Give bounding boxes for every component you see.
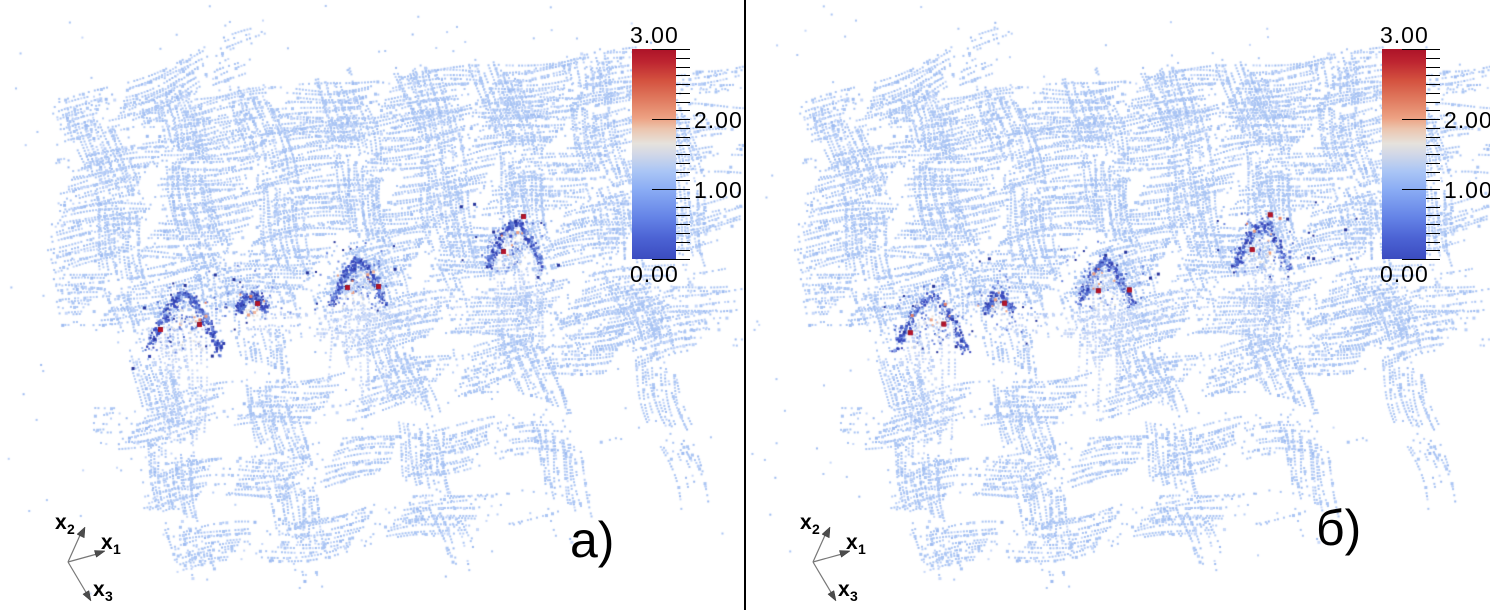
axis-label-x2: x: [800, 511, 812, 534]
x3-arrowhead-icon: [82, 590, 92, 602]
axis-label-x2-sub: 2: [67, 521, 75, 537]
colorbar: 3.00 2.00 1.00 0.00: [1380, 0, 1490, 300]
axis-label-x1: x: [846, 531, 858, 554]
x2-axis-arrow: [67, 532, 82, 563]
panel-divider: [744, 0, 746, 610]
axis-label-x1: x: [101, 531, 113, 554]
colorbar-gradient: [1382, 49, 1426, 259]
colorbar-tick-label-2: 2.00: [694, 107, 743, 133]
x1-arrowhead-icon: [839, 550, 851, 558]
panel-label-b: б): [1316, 500, 1362, 556]
colorbar-min-label: 0.00: [1380, 261, 1429, 287]
axis-label-x3-sub: 3: [850, 588, 858, 604]
axis-label-x2: x: [55, 511, 67, 534]
colorbar-tick-label-2: 2.00: [1444, 107, 1490, 133]
colorbar-max-label: 3.00: [630, 22, 679, 48]
axis-triad: x 2 x 1 x 3: [55, 511, 121, 604]
colorbar-ticks: [652, 49, 716, 260]
x2-arrowhead-icon: [821, 526, 831, 539]
axis-label-x3: x: [838, 578, 850, 601]
axis-label-x3: x: [93, 578, 105, 601]
x3-axis-arrow: [812, 561, 833, 595]
x1-axis-arrow: [812, 553, 843, 563]
x3-arrowhead-icon: [827, 590, 837, 602]
axis-label-x1-sub: 1: [113, 541, 121, 557]
axis-triad: x 2 x 1 x 3: [800, 511, 866, 604]
colorbar-gradient: [632, 49, 676, 259]
panel-label-a: а): [570, 512, 615, 568]
axis-label-x1-sub: 1: [858, 541, 866, 557]
x1-axis-arrow: [67, 553, 98, 563]
x1-arrowhead-icon: [94, 550, 106, 558]
colorbar-max-label: 3.00: [1380, 22, 1429, 48]
colorbar-min-label: 0.00: [630, 261, 679, 287]
x2-axis-arrow: [812, 532, 827, 563]
colorbar-tick-label-1: 1.00: [694, 177, 743, 203]
colorbar: 3.00 2.00 1.00 0.00: [630, 0, 752, 300]
x2-arrowhead-icon: [76, 526, 86, 539]
axis-label-x2-sub: 2: [812, 521, 820, 537]
colorbar-tick-label-1: 1.00: [1444, 177, 1490, 203]
x3-axis-arrow: [67, 561, 88, 595]
colorbar-ticks: [1402, 49, 1466, 260]
axis-label-x3-sub: 3: [105, 588, 113, 604]
